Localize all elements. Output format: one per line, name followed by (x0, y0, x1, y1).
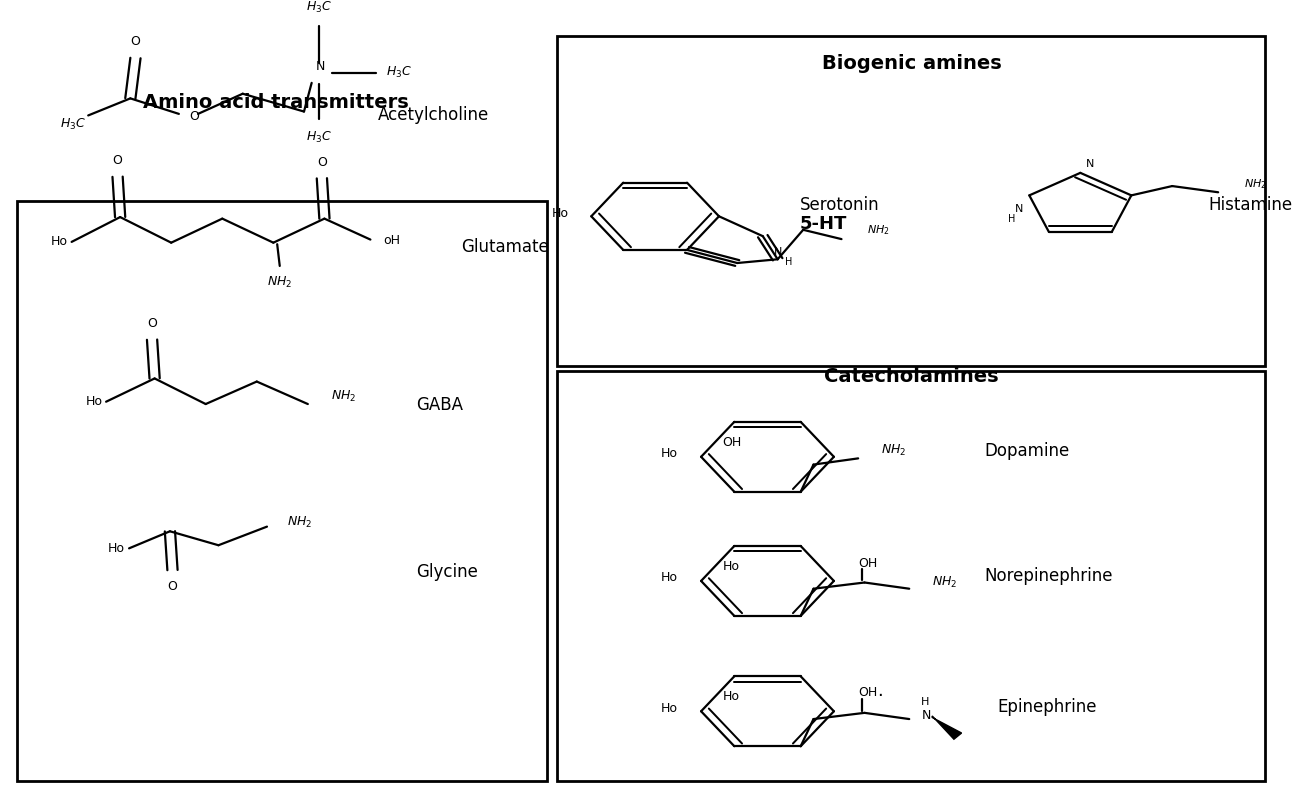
Text: $NH_2$: $NH_2$ (882, 443, 906, 458)
Text: GABA: GABA (416, 396, 463, 414)
Text: Serotonin: Serotonin (799, 196, 879, 215)
Text: Amino acid transmitters: Amino acid transmitters (143, 93, 409, 112)
Text: OH: OH (722, 436, 742, 448)
Text: N: N (1015, 204, 1023, 215)
Text: $H_3C$: $H_3C$ (60, 117, 85, 132)
Text: Epinephrine: Epinephrine (997, 698, 1097, 717)
Text: Dopamine: Dopamine (985, 442, 1070, 460)
Text: Ho: Ho (109, 542, 126, 555)
Text: N: N (774, 247, 782, 257)
Text: Ho: Ho (723, 690, 740, 703)
Text: OH: OH (858, 686, 878, 699)
Text: O: O (112, 155, 123, 168)
Text: Ho: Ho (51, 235, 68, 248)
Text: H: H (921, 697, 929, 707)
Text: $H_3C$: $H_3C$ (386, 65, 412, 81)
Text: O: O (131, 35, 140, 48)
Text: Acetylcholine: Acetylcholine (378, 106, 489, 124)
Text: N: N (922, 709, 931, 721)
Text: N: N (315, 60, 324, 73)
Text: $NH_2$: $NH_2$ (288, 516, 313, 531)
Text: H: H (785, 257, 793, 267)
Text: O: O (146, 318, 157, 330)
Text: $NH_2$: $NH_2$ (933, 575, 957, 590)
Text: $NH_2$: $NH_2$ (1244, 178, 1266, 192)
Text: Norepinephrine: Norepinephrine (985, 567, 1113, 584)
Text: N: N (1087, 159, 1095, 168)
Text: $NH_2$: $NH_2$ (867, 223, 889, 237)
Text: O: O (167, 580, 178, 593)
Bar (557, 371, 1265, 781)
Bar (557, 36, 1265, 366)
Text: Glutamate: Glutamate (460, 239, 549, 256)
Text: H: H (1007, 214, 1015, 223)
Text: $NH_2$: $NH_2$ (331, 389, 356, 404)
Text: Biogenic amines: Biogenic amines (821, 54, 1002, 73)
Text: Ho: Ho (661, 701, 678, 715)
Text: oH: oH (383, 234, 400, 247)
Text: Ho: Ho (661, 571, 678, 584)
Polygon shape (933, 716, 961, 739)
Text: Ho: Ho (551, 207, 568, 219)
Text: OH: OH (858, 557, 878, 570)
Text: Glycine: Glycine (416, 563, 479, 581)
Text: O: O (317, 156, 327, 169)
Text: Catecholamines: Catecholamines (824, 366, 999, 385)
Text: Ho: Ho (85, 395, 102, 409)
Text: Ho: Ho (661, 447, 678, 460)
Text: .: . (878, 682, 883, 700)
Text: $NH_2$: $NH_2$ (267, 275, 293, 290)
Text: O: O (190, 110, 199, 124)
Text: $H_3C$: $H_3C$ (306, 0, 332, 15)
Text: $H_3C$: $H_3C$ (306, 129, 332, 144)
Text: Histamine: Histamine (1209, 196, 1292, 215)
Text: Ho: Ho (723, 560, 740, 573)
Text: 5-HT: 5-HT (799, 215, 846, 233)
Bar (17, 201, 547, 781)
